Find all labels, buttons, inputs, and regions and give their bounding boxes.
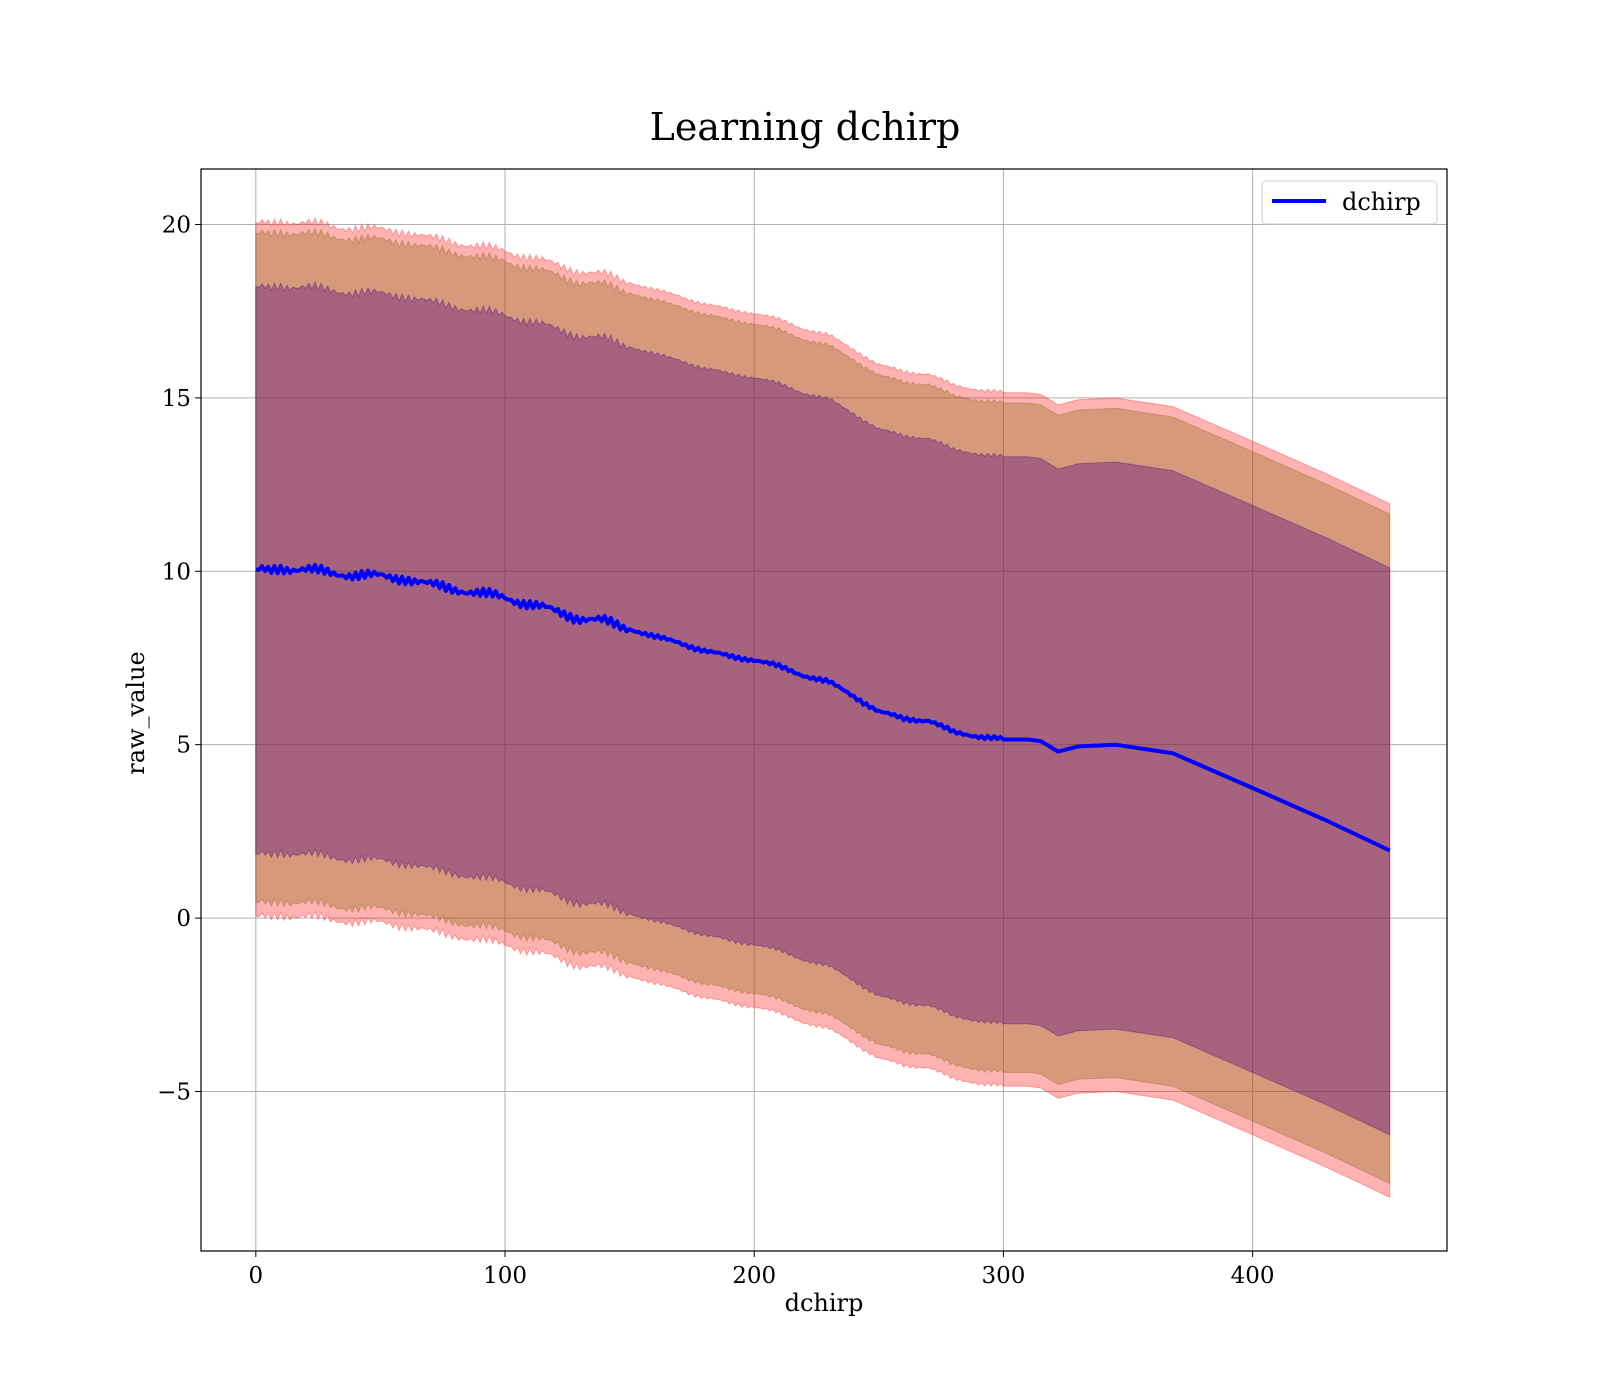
series-line-dchirp	[255, 562, 1391, 853]
legend: dchirp	[1261, 180, 1438, 225]
x-tick-label: 0	[249, 1263, 264, 1289]
y-tick-label: −5	[157, 1079, 191, 1105]
y-tick-label: 5	[176, 733, 191, 759]
y-tick-label: 15	[162, 386, 191, 412]
y-axis-label: raw_value	[122, 651, 150, 775]
ticks: 0 100 200 300 400 −5 0 5 10 15 20	[157, 212, 1274, 1289]
uncertainty-band-2	[255, 280, 1391, 1136]
x-tick-label: 400	[1231, 1263, 1275, 1289]
legend-label-dchirp: dchirp	[1342, 188, 1421, 216]
y-tick-label: 20	[162, 212, 191, 238]
series-lines	[255, 562, 1391, 853]
legend-box	[1261, 180, 1438, 225]
chart-title: Learning dchirp	[650, 105, 961, 149]
plot-frame	[200, 168, 1448, 1252]
x-tick-label: 100	[483, 1263, 527, 1289]
x-tick-label: 300	[981, 1263, 1025, 1289]
y-tick-label: 0	[176, 906, 191, 932]
bands	[255, 216, 1391, 1198]
y-tick-label: 10	[162, 559, 191, 585]
grid	[201, 169, 1447, 1251]
uncertainty-band-0	[255, 216, 1391, 1198]
x-tick-label: 200	[732, 1263, 776, 1289]
x-axis-label: dchirp	[785, 1289, 864, 1317]
uncertainty-band-1	[255, 227, 1391, 1185]
